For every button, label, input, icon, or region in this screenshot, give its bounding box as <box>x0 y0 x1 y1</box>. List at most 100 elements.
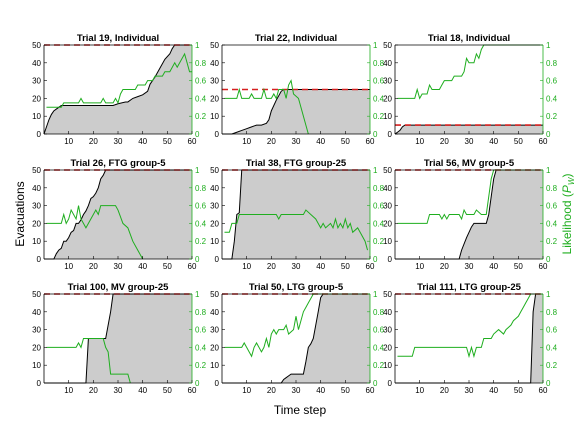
panels-grid: 10 20 30 40 50 600102030405000.20.40.60.81Tri… <box>32 33 558 395</box>
y2-tick-label: 0.6 <box>546 326 558 335</box>
x-tick-label: 50 <box>514 137 523 146</box>
y-tick-label: 10 <box>383 237 392 246</box>
y2-axis-label: Likelihood (PW) <box>560 174 576 255</box>
y2-tick-label: 0.2 <box>546 112 558 121</box>
evacuations-area <box>395 170 543 259</box>
x-tick-label: 20 <box>440 386 449 395</box>
y-tick-label: 0 <box>388 255 393 264</box>
y2-tick-label: 0.4 <box>373 219 385 228</box>
x-tick-label: 30 <box>465 386 474 395</box>
chart-panel-3: 10 20 30 40 50 600102030405000.20.40.60.81Tri… <box>383 33 558 146</box>
y2-tick-label: 0.8 <box>373 184 385 193</box>
y-tick-label: 40 <box>210 59 219 68</box>
y-tick-label: 20 <box>32 94 41 103</box>
evacuations-line <box>44 169 192 260</box>
y2-tick-label: 0.8 <box>373 59 385 68</box>
y2-tick-label: 1 <box>195 290 200 299</box>
x-tick-label: 30 <box>292 262 301 271</box>
y-tick-label: 30 <box>32 202 41 211</box>
evacuations-area <box>44 170 192 259</box>
x-tick-label: 60 <box>539 262 548 271</box>
x-tick-label: 20 <box>267 137 276 146</box>
y2-tick-label: 1 <box>546 166 551 175</box>
x-tick-label: 60 <box>188 386 197 395</box>
y2-axis-label-main: Likelihood ( <box>560 193 574 254</box>
y2-tick-label: 0.2 <box>373 237 385 246</box>
y-tick-label: 40 <box>383 184 392 193</box>
chart-panel-1: 10 20 30 40 50 600102030405000.20.40.60.81Tri… <box>32 33 207 146</box>
y-tick-label: 10 <box>383 112 392 121</box>
evacuations-area <box>44 45 192 134</box>
y-tick-label: 30 <box>210 202 219 211</box>
y2-tick-label: 0.6 <box>195 326 207 335</box>
y-tick-label: 10 <box>32 237 41 246</box>
evacuations-area <box>222 294 370 383</box>
panel-title: Trial 18, Individual <box>428 33 510 44</box>
y2-axis-label-subscript: W <box>567 176 576 185</box>
likelihood-line <box>397 44 543 100</box>
evacuations-line <box>222 293 370 384</box>
y2-tick-label: 0 <box>546 130 551 139</box>
y-tick-label: 40 <box>32 308 41 317</box>
y2-tick-label: 0 <box>546 255 551 264</box>
x-tick-label: 10 <box>64 262 73 271</box>
y-tick-label: 50 <box>210 41 219 50</box>
x-axis-label: Time step <box>274 403 327 417</box>
y2-tick-label: 0.4 <box>546 94 558 103</box>
chart-panel-6: 10 20 30 40 50 600102030405000.20.40.60.81Tri… <box>383 158 558 271</box>
x-tick-label: 30 <box>465 262 474 271</box>
y-tick-label: 40 <box>383 59 392 68</box>
y2-tick-label: 0.4 <box>373 343 385 352</box>
panel-title: Trial 38, FTG group-25 <box>246 158 347 169</box>
x-tick-label: 40 <box>489 262 498 271</box>
y2-tick-label: 1 <box>373 41 378 50</box>
chart-panel-9: 10 20 30 40 50 600102030405000.20.40.60.81Tri… <box>383 282 558 395</box>
likelihood-line <box>224 79 309 135</box>
y-tick-label: 0 <box>37 379 42 388</box>
x-tick-label: 30 <box>465 137 474 146</box>
x-tick-label: 10 <box>242 386 251 395</box>
x-tick-label: 20 <box>267 386 276 395</box>
y-tick-label: 30 <box>383 202 392 211</box>
y-tick-label: 40 <box>210 308 219 317</box>
y2-tick-label: 0.6 <box>373 202 385 211</box>
y2-tick-label: 0.2 <box>546 237 558 246</box>
x-tick-label: 50 <box>163 262 172 271</box>
x-tick-label: 50 <box>341 137 350 146</box>
y2-tick-label: 0.8 <box>373 308 385 317</box>
x-tick-label: 50 <box>341 386 350 395</box>
y2-tick-label: 0 <box>373 130 378 139</box>
x-tick-label: 50 <box>163 386 172 395</box>
y-tick-label: 0 <box>215 255 220 264</box>
y-tick-label: 50 <box>383 166 392 175</box>
likelihood-line <box>397 293 543 359</box>
plot-area <box>395 45 543 134</box>
x-tick-label: 10 <box>415 137 424 146</box>
likelihood-line <box>46 338 131 384</box>
panel-title: Trial 100, MV group-25 <box>68 282 170 293</box>
x-tick-label: 10 <box>64 137 73 146</box>
y-tick-label: 20 <box>383 219 392 228</box>
y2-tick-label: 0.6 <box>546 77 558 86</box>
y-tick-label: 50 <box>32 290 41 299</box>
y2-tick-label: 0.8 <box>546 59 558 68</box>
x-tick-label: 40 <box>316 262 325 271</box>
x-tick-label: 40 <box>138 262 147 271</box>
y-tick-label: 20 <box>383 343 392 352</box>
chart-panel-2: 10 20 30 40 50 600102030405000.20.40.60.81Tri… <box>210 33 385 146</box>
y-tick-label: 20 <box>210 94 219 103</box>
y2-tick-label: 0.4 <box>373 94 385 103</box>
y-tick-label: 30 <box>32 77 41 86</box>
x-tick-label: 60 <box>188 137 197 146</box>
panel-title: Trial 26, FTG group-5 <box>70 158 166 169</box>
panel-title: Trial 22, Individual <box>255 33 337 44</box>
y-tick-label: 40 <box>32 184 41 193</box>
evacuations-area <box>44 294 192 383</box>
x-tick-label: 30 <box>292 386 301 395</box>
x-tick-label: 10 <box>64 386 73 395</box>
y2-tick-label: 0.2 <box>195 237 207 246</box>
x-tick-label: 40 <box>138 386 147 395</box>
y2-tick-label: 0.8 <box>546 184 558 193</box>
y-tick-label: 10 <box>210 237 219 246</box>
